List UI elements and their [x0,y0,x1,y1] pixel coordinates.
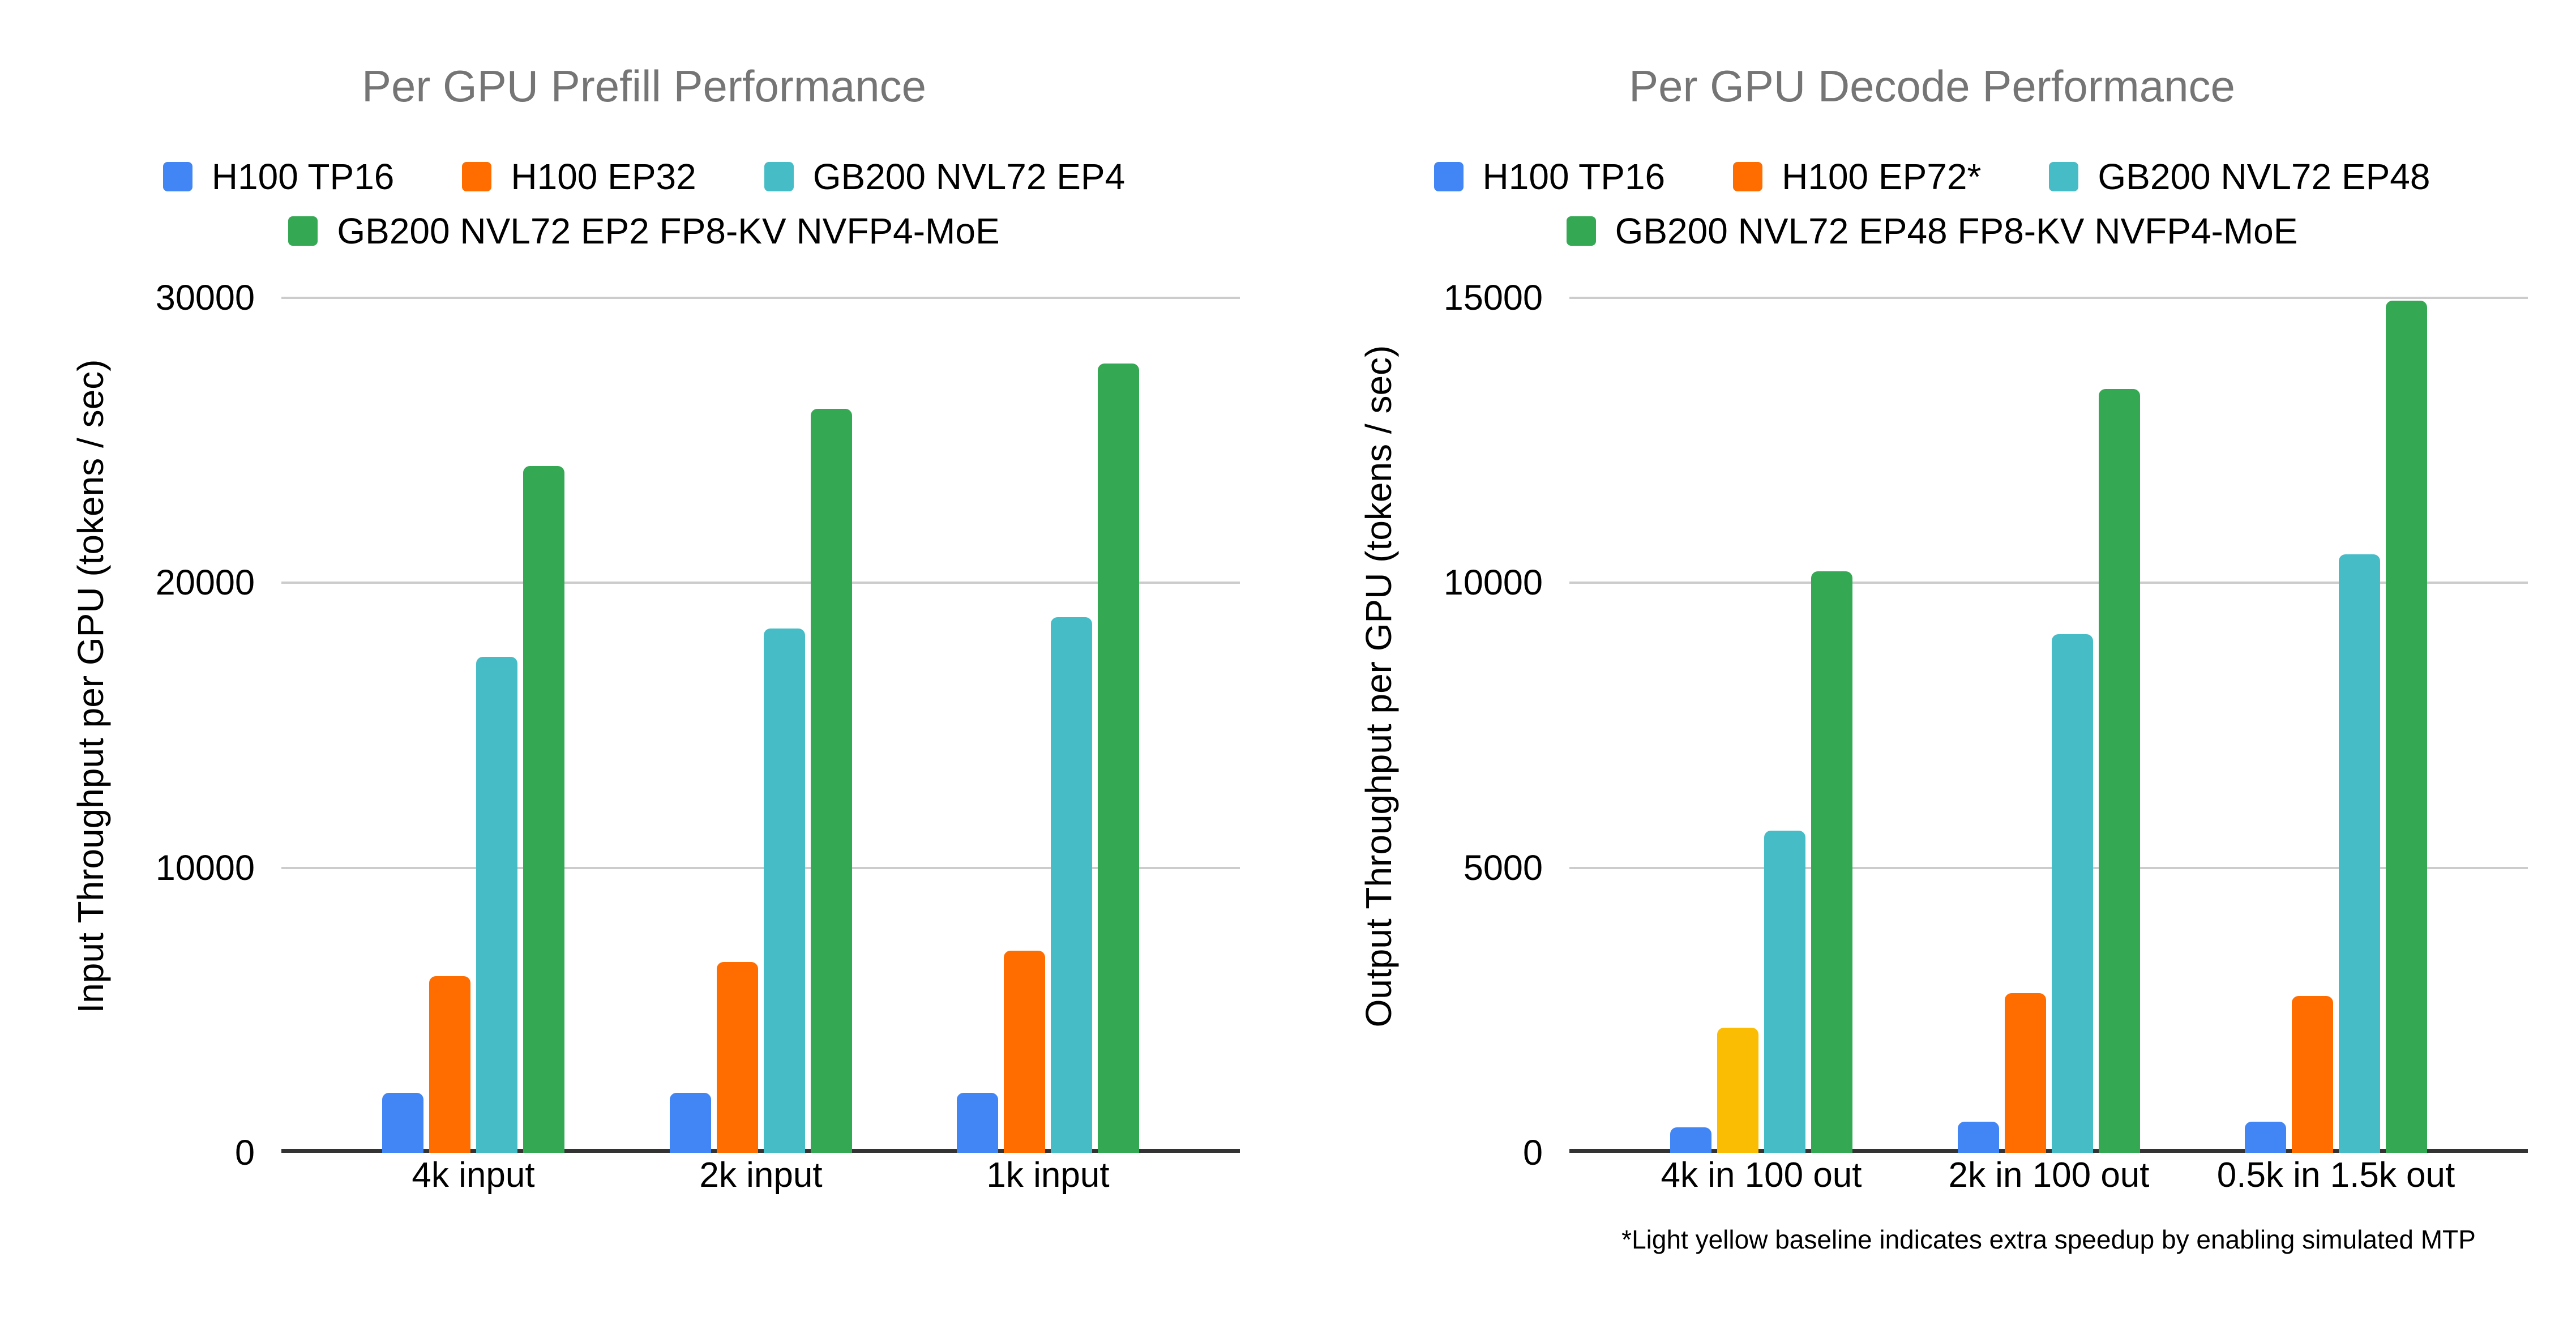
bar-h100-tp16-2k-input [670,1093,711,1153]
legend-item-gb200-nvl72-ep48: GB200 NVL72 EP48 [2049,156,2430,198]
x-category-label-2k-in-100-out: 2k in 100 out [1948,1156,2150,1195]
y-tick-label-5000: 5000 [1463,848,1543,888]
legend-label-h100-tp16: H100 TP16 [1482,156,1666,197]
bar-gb200-nvl72-ep48-4k-in-100-out [1764,831,1805,1153]
bar-h100-tp16-4k-in-100-out [1670,1127,1711,1153]
prefill-y-axis-title: Input Throughput per GPU (tokens / sec) [70,359,111,1014]
bar-gb200-nvl72-ep2-fp8-kv-nvfp4-moe-1k-input [1098,364,1139,1153]
gridline-30000 [281,297,1240,299]
y-tick-label-0: 0 [234,1133,255,1173]
x-category-label-0-5k-in-1-5k-out: 0.5k in 1.5k out [2216,1156,2455,1195]
legend-row-2: GB200 NVL72 EP48 FP8-KV NVFP4-MoE [1566,211,2297,251]
legend-label-gb200-nvl72-ep48-fp8-kv-nvfp4-moe: GB200 NVL72 EP48 FP8-KV NVFP4-MoE [1615,211,2298,251]
x-category-label-4k-in-100-out: 4k in 100 out [1661,1156,1862,1195]
bar-gb200-nvl72-ep2-fp8-kv-nvfp4-moe-2k-input [811,409,852,1153]
decode-chart: Per GPU Decode Performance H100 TP16 H100… [1288,0,2576,1321]
decode-y-axis-title: Output Throughput per GPU (tokens / sec) [1358,345,1399,1028]
legend-swatch-gb200-nvl72-ep4 [764,162,794,191]
decode-legend: H100 TP16 H100 EP72* GB200 NVL72 EP48 GB200… [1288,156,2576,251]
bar-h100-tp16-4k-input [382,1093,423,1153]
legend-item-h100-tp16: H100 TP16 [1434,156,1666,198]
y-tick-label-10000: 10000 [155,848,255,888]
decode-chart-title: Per GPU Decode Performance [1629,61,2235,111]
bar-gb200-nvl72-ep4-1k-input [1051,617,1092,1153]
legend-item-h100-ep72: H100 EP72* [1733,156,1981,198]
x-category-label-2k-input: 2k input [699,1156,823,1195]
bar-h100-ep32-4k-input [429,976,470,1153]
gridline-5000 [1569,867,2528,869]
x-category-label-4k-input: 4k input [412,1156,535,1195]
legend-label-gb200-nvl72-ep48: GB200 NVL72 EP48 [2098,156,2430,197]
mtp-footnote: *Light yellow baseline indicates extra s… [1621,1225,2476,1254]
legend-item-gb200-nvl72-ep4: GB200 NVL72 EP4 [764,156,1125,198]
bar-h100-tp16-1k-input [957,1093,998,1153]
bar-h100-ep72-0-5k-in-1-5k-out [2292,996,2333,1153]
prefill-chart-title: Per GPU Prefill Performance [362,61,926,111]
x-axis-line [281,1149,1240,1153]
y-tick-label-0: 0 [1522,1133,1543,1173]
legend-item-h100-tp16: H100 TP16 [162,156,395,198]
bar-h100-ep72-4k-in-100-out [1717,1028,1758,1153]
gridline-15000 [1569,297,2528,299]
legend-label-h100-ep32: H100 EP32 [511,156,696,197]
legend-swatch-h100-tp16 [162,162,192,191]
legend-label-gb200-nvl72-ep4: GB200 NVL72 EP4 [812,156,1126,197]
y-tick-label-15000: 15000 [1443,278,1543,318]
bar-h100-ep32-1k-input [1004,951,1045,1153]
bar-gb200-nvl72-ep4-2k-input [764,629,805,1153]
legend-label-h100-ep72: H100 EP72* [1782,156,1982,197]
legend-item-gb200-nvl72-ep2-fp8-kv-nvfp4-moe: GB200 NVL72 EP2 FP8-KV NVFP4-MoE [288,210,1000,252]
legend-swatch-h100-tp16 [1434,162,1464,191]
bar-h100-tp16-2k-in-100-out [1958,1122,1999,1153]
legend-row-1: H100 TP16 H100 EP32 GB200 NVL72 EP4 [162,156,1125,197]
x-category-label-1k-input: 1k input [986,1156,1110,1195]
x-axis-line [1569,1149,2528,1153]
bar-gb200-nvl72-ep48-fp8-kv-nvfp4-moe-2k-in-100-out [2099,389,2140,1153]
bar-gb200-nvl72-ep4-4k-input [476,657,517,1153]
gridline-10000 [281,867,1240,869]
bar-gb200-nvl72-ep48-fp8-kv-nvfp4-moe-4k-in-100-out [1811,571,1852,1153]
legend-label-gb200-nvl72-ep2-fp8-kv-nvfp4-moe: GB200 NVL72 EP2 FP8-KV NVFP4-MoE [337,211,1000,251]
bar-gb200-nvl72-ep48-0-5k-in-1-5k-out [2339,554,2380,1153]
legend-swatch-h100-ep32 [462,162,492,191]
legend-label-h100-tp16: H100 TP16 [211,156,395,197]
bar-gb200-nvl72-ep48-2k-in-100-out [2052,634,2093,1153]
gridline-10000 [1569,582,2528,584]
bar-h100-ep32-2k-input [717,962,758,1153]
legend-item-h100-ep32: H100 EP32 [462,156,696,198]
legend-swatch-h100-ep72 [1733,162,1763,191]
legend-row-1: H100 TP16 H100 EP72* GB200 NVL72 EP48 [1434,156,2430,197]
legend-swatch-gb200-nvl72-ep2-fp8-kv-nvfp4-moe [288,216,318,246]
legend-swatch-gb200-nvl72-ep48-fp8-kv-nvfp4-moe [1566,216,1596,246]
decode-plot-area [1569,297,2528,1153]
y-tick-label-20000: 20000 [155,563,255,602]
prefill-chart: Per GPU Prefill Performance H100 TP16 H10… [0,61,1288,1195]
legend-row-2: GB200 NVL72 EP2 FP8-KV NVFP4-MoE [288,211,1000,251]
legend-item-gb200-nvl72-ep48-fp8-kv-nvfp4-moe: GB200 NVL72 EP48 FP8-KV NVFP4-MoE [1566,210,2298,252]
y-tick-label-10000: 10000 [1443,563,1543,602]
prefill-plot-area [281,297,1240,1153]
legend-swatch-gb200-nvl72-ep48 [2049,162,2079,191]
bar-h100-tp16-0-5k-in-1-5k-out [2245,1122,2286,1153]
y-tick-label-30000: 30000 [155,278,255,318]
bar-h100-ep72-2k-in-100-out [2005,993,2046,1153]
bar-gb200-nvl72-ep48-fp8-kv-nvfp4-moe-0-5k-in-1-5k-out [2386,301,2427,1153]
prefill-legend: H100 TP16 H100 EP32 GB200 NVL72 EP4 GB200 N… [0,156,1288,251]
gridline-20000 [281,582,1240,584]
bar-gb200-nvl72-ep2-fp8-kv-nvfp4-moe-4k-input [523,466,564,1153]
